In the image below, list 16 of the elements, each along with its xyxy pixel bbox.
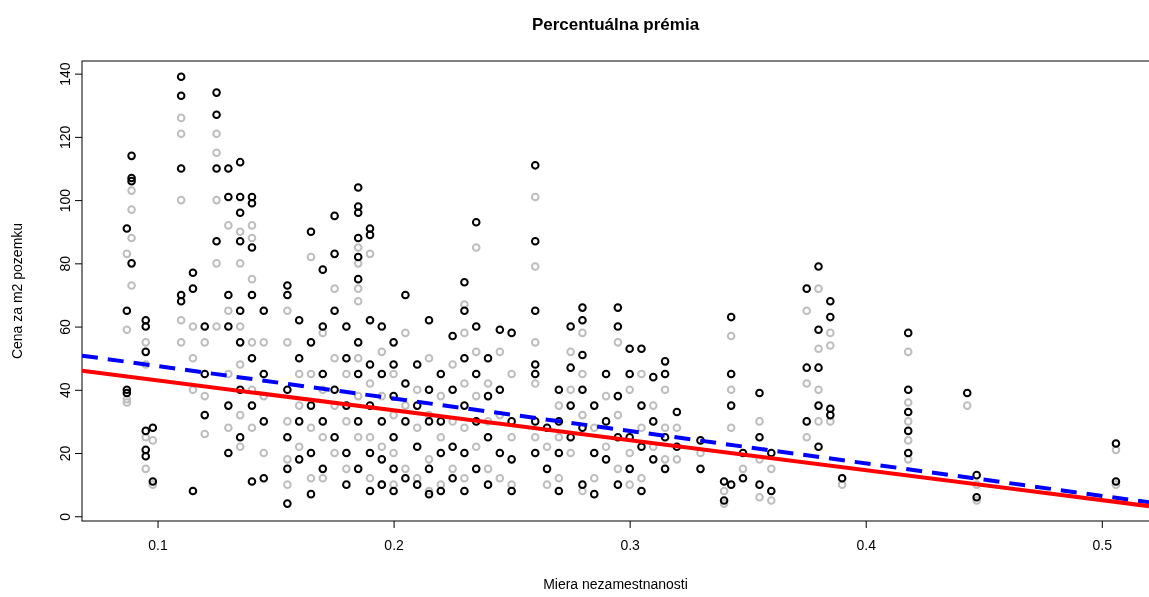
y-tick-label: 20	[57, 445, 73, 462]
chart-title: Percentuálna prémia	[531, 15, 700, 34]
x-axis-title: Miera nezamestnanosti	[543, 576, 688, 592]
x-tick-label: 0.3	[620, 536, 641, 553]
y-tick-label: 60	[57, 319, 73, 335]
y-tick-label: 100	[57, 188, 73, 213]
y-tick-label: 140	[57, 62, 73, 86]
y-axis-title: Cena za m2 pozemku	[9, 222, 25, 360]
y-tick-label: 0	[57, 512, 73, 521]
y-tick-label: 120	[57, 125, 73, 150]
x-tick-label: 0.2	[384, 536, 405, 553]
x-tick-label: 0.5	[1092, 536, 1113, 553]
y-tick-label: 40	[57, 382, 73, 399]
x-tick-label: 0.4	[856, 536, 877, 553]
y-tick-label: 80	[57, 255, 73, 272]
x-tick-label: 0.1	[148, 536, 168, 553]
